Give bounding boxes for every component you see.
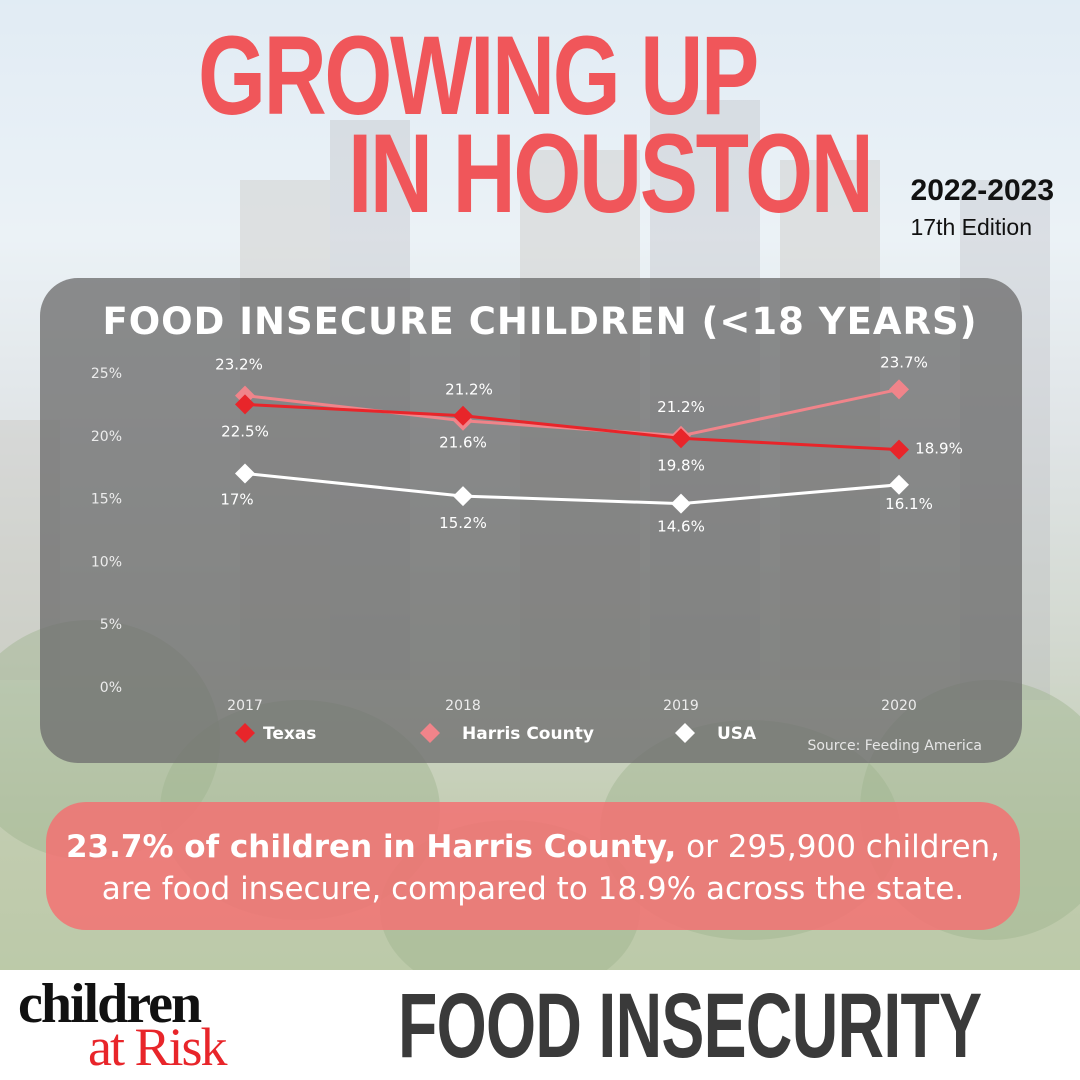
legend-marker-usa (675, 723, 695, 743)
y-tick-label: 25% (91, 366, 122, 382)
texas-series-line (244, 402, 900, 452)
harris-county-data-label: 21.2% (445, 381, 493, 399)
y-tick-label: 0% (100, 680, 122, 696)
callout-box (46, 802, 1020, 930)
harris-county-data-point (889, 379, 909, 400)
harris-county-data-label: 21.2% (657, 398, 705, 416)
callout-rest: or 295,900 children, are food insecure, … (101, 829, 1001, 907)
texas-data-point (889, 439, 909, 460)
report-years: 2022-2023 (910, 174, 1054, 207)
legend-marker-harris-county (420, 723, 440, 743)
callout-highlight: 23.7% of children in Harris County, (65, 829, 677, 865)
legend-marker-texas (235, 723, 255, 743)
usa-data-label: 17% (220, 490, 253, 508)
report-edition: 17th Edition (910, 214, 1032, 240)
texas-data-label: 22.5% (221, 422, 269, 440)
y-tick-label: 15% (91, 492, 122, 508)
usa-data-point (235, 463, 255, 484)
texas-data-label: 18.9% (915, 440, 963, 458)
line-chart: 0% 5% 10% 15% 20% 25% 2017 2018 2019 2020 22.5% 21.… (91, 353, 982, 754)
legend-label-texas: Texas (263, 724, 316, 744)
usa-series-line (244, 471, 900, 506)
logo-at-risk: at Risk (88, 1017, 228, 1077)
texas-data-label: 21.6% (439, 434, 487, 452)
harris-county-data-label: 23.7% (880, 353, 928, 371)
x-tick-label: 2019 (663, 698, 699, 714)
usa-data-point (671, 493, 691, 514)
headline-line-1: GROWING UP (198, 13, 759, 138)
harris-county-data-label: 23.2% (215, 356, 263, 374)
y-tick-label: 20% (91, 429, 122, 445)
usa-data-point (889, 474, 909, 495)
usa-data-label: 15.2% (439, 514, 487, 532)
x-tick-label: 2020 (881, 698, 917, 714)
headline-line-2: IN HOUSTON (348, 111, 874, 236)
y-tick-label: 10% (91, 554, 122, 570)
texas-data-point (453, 405, 473, 426)
texas-data-point (671, 428, 691, 449)
texas-data-point (235, 394, 255, 415)
x-tick-label: 2017 (227, 698, 263, 714)
usa-data-label: 14.6% (657, 518, 705, 536)
chart-panel (40, 278, 1022, 763)
chart-title: FOOD INSECURE CHILDREN (<18 YEARS) (102, 300, 978, 343)
legend-label-usa: USA (717, 724, 757, 744)
texas-data-label: 19.8% (657, 456, 705, 474)
x-tick-label: 2018 (445, 698, 481, 714)
footer-title: FOOD INSECURITY (398, 975, 982, 1077)
footer-bar (0, 970, 1080, 1080)
legend-label-harris-county: Harris County (462, 724, 594, 744)
usa-data-point (453, 486, 473, 507)
harris-county-series-line (244, 387, 900, 438)
logo-children: children (18, 973, 202, 1035)
usa-data-label: 16.1% (885, 495, 933, 513)
chart-source: Source: Feeding America (807, 738, 982, 754)
y-tick-label: 5% (100, 617, 122, 633)
callout-text: 23.7% of children in Harris County, or 2… (46, 826, 1020, 910)
